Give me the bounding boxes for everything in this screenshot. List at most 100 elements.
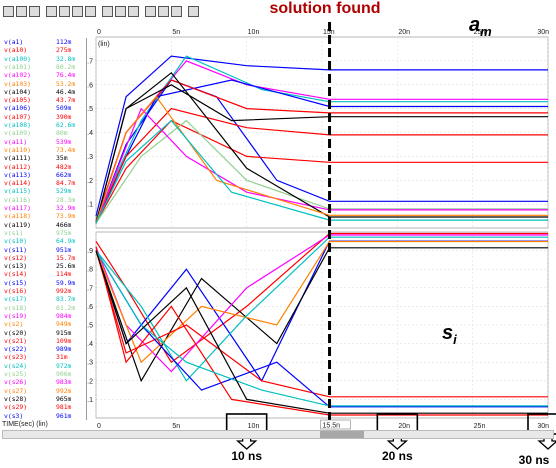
legend-item[interactable]: v(a110) 73.4m [4, 146, 75, 155]
series-line [95, 95, 548, 224]
legend-item[interactable]: v(a106) 509m [4, 104, 71, 113]
legend-signal-name: v(a102) [4, 71, 31, 80]
legend-item[interactable]: v(a1) 112m [4, 38, 71, 47]
legend-item[interactable]: v(s24) 972m [4, 362, 71, 371]
legend-item[interactable]: v(a103) 53.2m [4, 80, 75, 89]
zoom-in-icon[interactable] [3, 5, 14, 17]
legend-item[interactable]: v(s1) 975m [4, 229, 71, 238]
legend-item[interactable]: v(a104) 46.4m [4, 87, 75, 97]
zoom-fit-icon[interactable] [29, 5, 40, 17]
legend-item[interactable]: v(s26) 983m [4, 378, 71, 387]
legend-signal-value: 35m [56, 154, 68, 163]
close-icon[interactable] [158, 5, 169, 17]
grid-icon[interactable] [46, 5, 57, 17]
x-tick-label-top: 10n [248, 29, 260, 36]
y-tick-label: 0.4 [83, 130, 93, 137]
callout-arrow [235, 434, 258, 450]
legend-item[interactable]: v(s28) 965m [4, 394, 71, 404]
legend-item[interactable]: v(a113) 662m [4, 171, 71, 180]
legend-signal-value: 972m [56, 361, 72, 370]
legend-item[interactable]: v(a100) 32.8m [4, 55, 75, 64]
x-tick-label-top: 0 [97, 29, 101, 36]
legend-item[interactable]: v(s14) 114m [4, 270, 71, 279]
legend-item[interactable]: v(s29) 981m [4, 403, 71, 412]
settings-icon[interactable] [171, 5, 182, 17]
legend-item[interactable]: v(a108) 62.6m [4, 121, 75, 130]
x-tick-label: 25n [474, 423, 486, 430]
legend-item[interactable]: v(s20) 915m [4, 329, 71, 338]
zoom-out-icon[interactable] [16, 5, 27, 17]
nav-left-icon[interactable] [102, 5, 113, 17]
y-tick-label: 0.3 [83, 360, 93, 367]
legend-item[interactable]: v(s3) 961m [4, 412, 71, 421]
legend-item[interactable]: v(a105) 43.7m [4, 96, 75, 105]
horizontal-scrollbar[interactable] [2, 430, 554, 439]
legend-item[interactable]: v(s25) 906m [4, 370, 71, 379]
legend-item[interactable]: v(s22) 989m [4, 345, 71, 354]
help-icon[interactable] [188, 5, 199, 17]
legend-item[interactable]: v(a109) 80m [4, 129, 68, 138]
series-line [95, 79, 548, 224]
legend-signal-name: v(a101) [4, 62, 31, 71]
legend-item[interactable]: v(s15) 59.9m [4, 279, 75, 288]
x-tick-label-top: 5n [172, 29, 180, 36]
legend-item[interactable]: v(a107) 390m [4, 113, 71, 122]
legend-item[interactable]: v(s21) 109m [4, 336, 71, 346]
legend-signal-name: v(a104) [4, 87, 31, 96]
cursor-icon[interactable] [59, 5, 70, 17]
chart-icon[interactable] [72, 5, 83, 17]
table-icon[interactable] [85, 5, 96, 17]
legend-item[interactable]: v(s23) 31m [4, 353, 68, 362]
legend-signal-value: 662m [56, 170, 72, 179]
legend-item[interactable]: v(s19) 984m [4, 312, 71, 321]
series-line [95, 55, 548, 217]
legend-item[interactable]: v(s17) 83.7m [4, 295, 75, 304]
legend-signal-name: v(a108) [4, 121, 31, 129]
legend-signal-name: v(s21) [4, 336, 28, 345]
legend-item[interactable]: v(s18) 61.2m [4, 304, 75, 313]
legend-signal-value: 114m [56, 270, 72, 279]
legend-signal-value: 83.7m [56, 295, 76, 304]
legend-signal-name: v(a105) [4, 96, 31, 105]
legend-item[interactable]: v(a115) 529m [4, 187, 71, 196]
legend-signal-name: v(s16) [4, 287, 28, 295]
legend-item[interactable]: v(s16) 992m [4, 287, 71, 296]
y-tick-label: 0.5 [83, 323, 93, 330]
save-icon[interactable] [145, 5, 156, 17]
y-tick-label: 0.1 [83, 397, 93, 404]
legend-signal-name: v(s28) [4, 394, 28, 403]
legend-signal-name: v(a11) [4, 137, 28, 146]
legend-signal-value: 984m [56, 311, 72, 320]
nav-diamond-icon[interactable] [115, 5, 126, 17]
series-line [95, 246, 548, 416]
legend-item[interactable]: v(a114) 84.7m [4, 179, 75, 188]
legend-item[interactable]: v(a111) 35m [4, 154, 68, 163]
y-tick-label: 0.4 [83, 341, 93, 348]
legend-item[interactable]: v(a102) 76.4m [4, 71, 75, 80]
legend-signal-value: 28.3m [56, 195, 76, 204]
callout-label: 20 ns [382, 449, 413, 463]
legend-item[interactable]: v(a112) 482m [4, 163, 71, 172]
legend-item[interactable]: v(s11) 951m [4, 246, 71, 255]
legend-item[interactable]: v(a118) 73.9m [4, 212, 75, 221]
legend-item[interactable]: v(s27) 992m [4, 386, 71, 396]
scrollbar-thumb[interactable] [320, 431, 364, 438]
legend-signal-name: v(s29) [4, 403, 28, 412]
legend-item[interactable]: v(s2) 949m [4, 320, 71, 329]
legend-item[interactable]: v(a116) 28.3m [4, 196, 75, 205]
nav-right-icon[interactable] [128, 5, 139, 17]
legend-item[interactable]: v(a11) 539m [4, 137, 71, 147]
legend-item[interactable]: v(a119) 466m [4, 221, 71, 230]
legend-item[interactable]: v(s10) 64.9m [4, 237, 75, 246]
legend-signal-value: 46.4m [56, 87, 76, 96]
legend-signal-name: v(a111) [4, 154, 31, 163]
legend-signal-name: v(s23) [4, 353, 28, 362]
legend-item[interactable]: v(s13) 25.6m [4, 262, 75, 271]
legend-item[interactable]: v(s12) 15.7m [4, 254, 75, 263]
legend-signal-name: v(s27) [4, 386, 28, 395]
legend-item[interactable]: v(a117) 32.9m [4, 204, 75, 213]
legend-item[interactable]: v(a10) 275m [4, 46, 71, 55]
legend-item[interactable]: v(a101) 80.2m [4, 62, 75, 72]
y-tick-label: 0.3 [83, 154, 93, 161]
legend-signal-name: v(s10) [4, 237, 28, 246]
